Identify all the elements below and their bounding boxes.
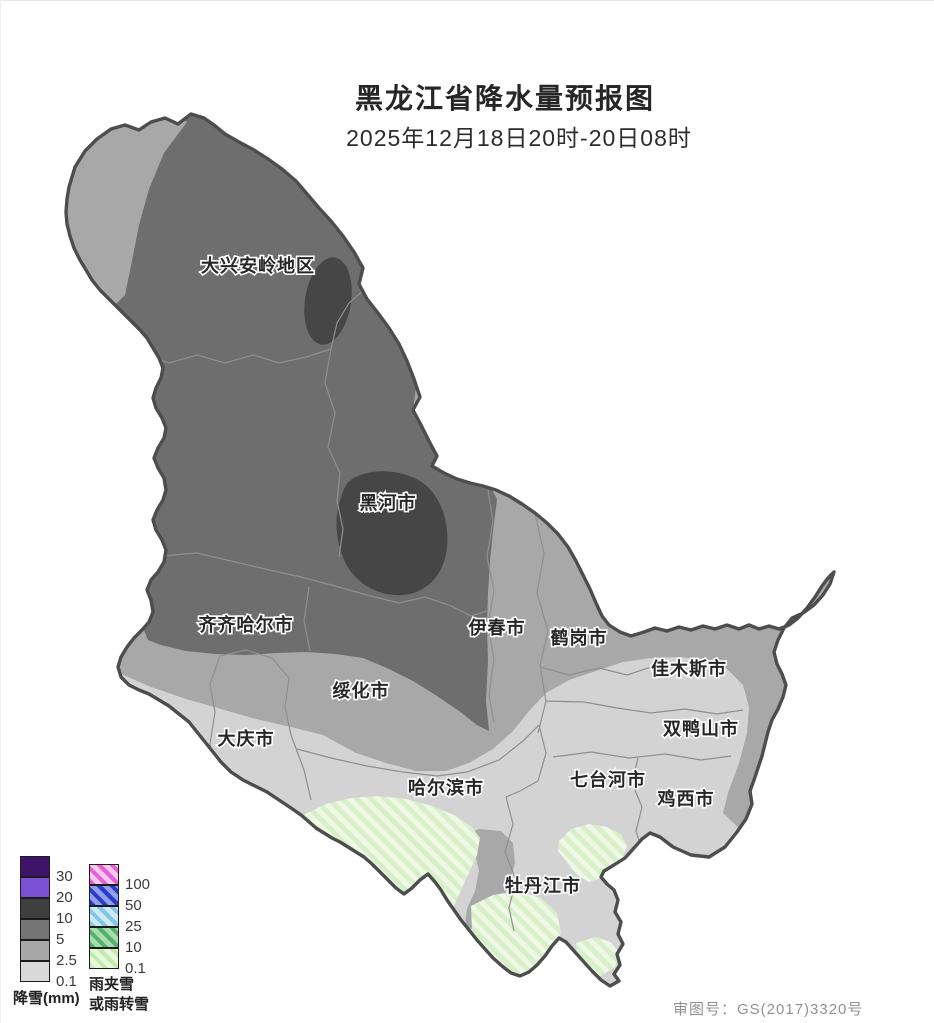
page-subtitle: 2025年12月18日20时-20日08时	[346, 125, 692, 151]
legend-value-sleet-50: 50	[125, 897, 142, 914]
legend-swatch-sleet-100	[89, 864, 119, 885]
map-label-yichun: 伊春市	[468, 617, 526, 638]
map-label-qiqihar: 齐齐哈尔市	[199, 614, 294, 635]
precip-blob-daxinganling	[304, 257, 352, 345]
legend-title-snow: 降雪(mm)	[13, 990, 80, 1007]
legend-swatch-snow-0-1	[20, 961, 50, 982]
legend-value-snow-30: 30	[56, 868, 73, 885]
map-label-mudanjiang: 牡丹江市	[505, 875, 581, 896]
legend-value-sleet-0-1: 0.1	[125, 960, 146, 977]
precip-blob-heihe	[336, 471, 448, 596]
legend-swatch-sleet-50	[89, 885, 119, 906]
legend-swatch-snow-20	[20, 877, 50, 898]
map-label-qitaihe: 七台河市	[570, 769, 646, 790]
legend-swatch-snow-10	[20, 898, 50, 919]
map-approval-number: 审图号：GS(2017)3320号	[673, 1001, 864, 1018]
legend-value-sleet-100: 100	[125, 876, 151, 893]
map-label-daxinganling: 大兴安岭地区	[201, 255, 315, 276]
legend-swatch-snow-30	[20, 856, 50, 877]
map-label-heihe: 黑河市	[360, 492, 417, 513]
map-label-jixi: 鸡西市	[657, 788, 715, 809]
legend-value-snow-2-5: 2.5	[56, 952, 77, 969]
map-label-hegang: 鹤岗市	[551, 627, 608, 648]
province-outline	[64, 112, 836, 988]
map-label-suihua: 绥化市	[333, 680, 390, 701]
legend-swatch-sleet-25	[89, 906, 119, 927]
legend-value-sleet-25: 25	[125, 918, 142, 935]
legend-title-sleet-line2: 或雨转雪	[89, 996, 150, 1013]
legend-title-sleet-line1: 雨夹雪	[89, 976, 135, 993]
legend-value-snow-5: 5	[56, 931, 65, 948]
legend-value-snow-10: 10	[56, 910, 73, 927]
sleet-area-south-center	[471, 891, 561, 975]
map-label-harbin: 哈尔滨市	[408, 777, 484, 798]
map-label-jiamusi: 佳木斯市	[651, 658, 727, 679]
precip-patch-mudanjiang-west	[456, 829, 515, 931]
legend-value-sleet-10: 10	[125, 939, 142, 956]
map-label-daqing: 大庆市	[218, 728, 275, 749]
legend-swatch-sleet-0-1	[89, 948, 119, 969]
legend-value-snow-20: 20	[56, 889, 73, 906]
map-label-shuangyashan: 双鸭山市	[663, 718, 739, 739]
legend-swatch-snow-2-5	[20, 940, 50, 961]
legend-value-snow-0-1: 0.1	[56, 973, 77, 990]
precip-region-5-to-10	[105, 114, 497, 731]
legend-swatch-snow-5	[20, 919, 50, 940]
legend-swatch-sleet-10	[89, 927, 119, 948]
page-title: 黑龙江省降水量预报图	[354, 83, 656, 114]
district-boundaries	[152, 290, 744, 932]
